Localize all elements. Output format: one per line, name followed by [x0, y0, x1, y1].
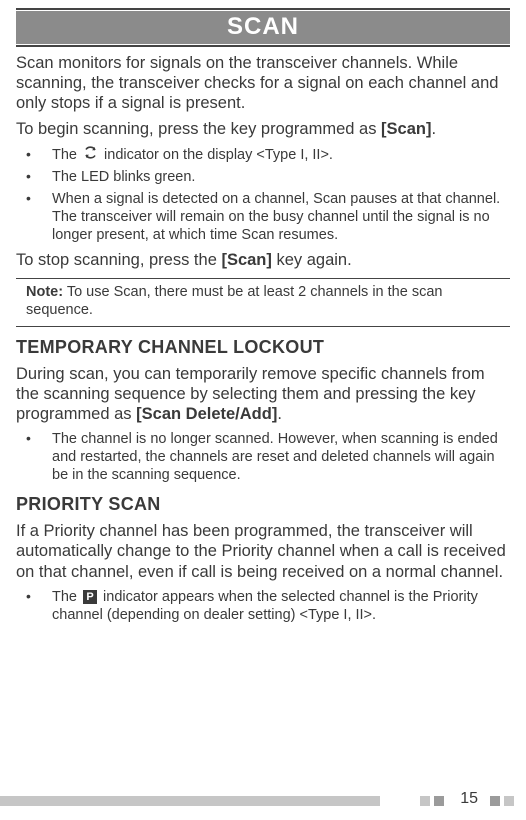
title-rule-wrap: SCAN: [16, 8, 510, 47]
priority-pre: The: [52, 589, 81, 605]
footer-square-4: [504, 796, 514, 806]
lockout-bullets: The channel is no longer scanned. Howeve…: [16, 430, 510, 484]
lockout-paragraph: During scan, you can temporarily remove …: [16, 364, 510, 424]
footer-bar: [0, 796, 380, 806]
footer-square-1: [420, 796, 430, 806]
begin-bullets: The indicator on the display <Type I, II…: [16, 146, 510, 245]
title-bar: SCAN: [16, 11, 510, 44]
scan-key-label-2: [Scan]: [221, 251, 271, 269]
begin-scanning-line: To begin scanning, press the key program…: [16, 119, 510, 139]
note-box: Note: To use Scan, there must be at leas…: [16, 278, 510, 326]
bullet-signal: When a signal is detected on a channel, …: [16, 190, 510, 244]
begin-post: .: [431, 120, 436, 138]
page-title: SCAN: [227, 13, 299, 40]
section-heading-priority: PRIORITY SCAN: [16, 494, 510, 515]
lockout-post: .: [277, 405, 282, 423]
stop-pre: To stop scanning, press the: [16, 251, 221, 269]
stop-scanning-line: To stop scanning, press the [Scan] key a…: [16, 250, 510, 270]
footer-square-3: [490, 796, 500, 806]
bullet-indicator: The indicator on the display <Type I, II…: [16, 146, 510, 164]
priority-post: indicator appears when the selected chan…: [52, 589, 478, 623]
intro-paragraph: Scan monitors for signals on the transce…: [16, 53, 510, 113]
page-number: 15: [460, 790, 478, 808]
scan-delete-add-label: [Scan Delete/Add]: [136, 405, 277, 423]
begin-pre: To begin scanning, press the key program…: [16, 120, 381, 138]
note-text: To use Scan, there must be at least 2 ch…: [26, 284, 442, 318]
section-heading-lockout: TEMPORARY CHANNEL LOCKOUT: [16, 337, 510, 358]
note-label: Note:: [26, 284, 63, 300]
priority-paragraph: If a Priority channel has been programme…: [16, 521, 510, 581]
scan-key-label: [Scan]: [381, 120, 431, 138]
stop-post: key again.: [272, 251, 352, 269]
bullet-led: The LED blinks green.: [16, 168, 510, 186]
page-footer: 15: [0, 792, 526, 806]
priority-bullet: The P indicator appears when the selecte…: [16, 588, 510, 624]
footer-square-2: [434, 796, 444, 806]
priority-bullets: The P indicator appears when the selecte…: [16, 588, 510, 624]
lockout-bullet: The channel is no longer scanned. Howeve…: [16, 430, 510, 484]
bullet-a-post: indicator on the display <Type I, II>.: [100, 147, 333, 163]
refresh-icon: [83, 146, 98, 164]
bullet-a-pre: The: [52, 147, 81, 163]
priority-icon: P: [83, 590, 97, 604]
